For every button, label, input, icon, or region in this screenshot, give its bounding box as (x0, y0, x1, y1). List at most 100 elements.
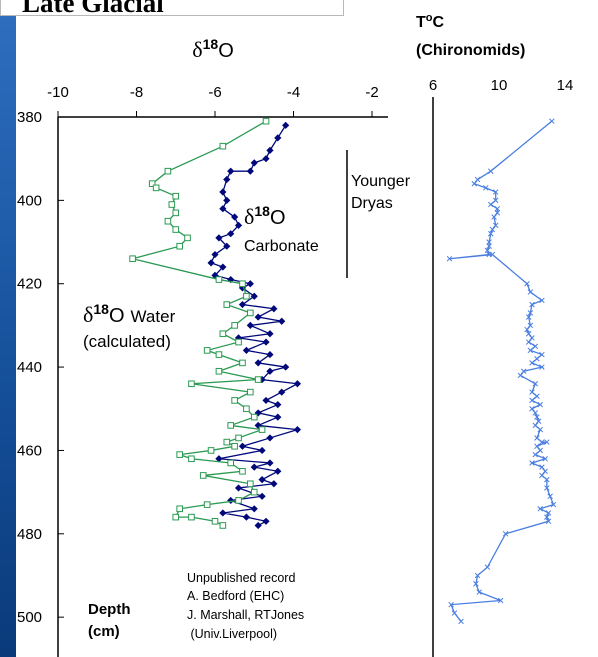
temperature-point (539, 439, 545, 445)
water-point (227, 422, 234, 429)
temperature-point (492, 222, 499, 229)
water-point (215, 276, 223, 283)
carbonate-point (262, 396, 270, 405)
carbonate-point (231, 213, 239, 221)
water-point (172, 226, 180, 233)
carbonate-point (211, 271, 219, 279)
carbonate-point (227, 230, 235, 238)
carbonate-point (223, 175, 231, 184)
chart2-axes: 6 10 14 (429, 77, 573, 657)
temperature-point (542, 456, 548, 462)
temperature-point (534, 414, 540, 420)
chart2-series-line-0 (449, 120, 555, 622)
water-point (235, 338, 242, 346)
water-point (207, 447, 215, 454)
younger-dryas-line2: Dryas (351, 195, 393, 212)
temperature-point (544, 439, 550, 445)
temperature-point (486, 239, 492, 245)
temperature-point (525, 314, 532, 320)
temperature-point (492, 189, 499, 195)
younger-dryas-line1: Younger (351, 173, 411, 190)
temperature-point (529, 406, 535, 412)
water-point (239, 280, 246, 288)
water-point (188, 513, 195, 521)
chart1-x-tick-label: -10 (47, 84, 69, 101)
water-point (164, 167, 172, 175)
carbonate-point (282, 363, 290, 371)
water-label-line2: (calculated) (83, 332, 171, 351)
temperature-point (544, 476, 550, 483)
temperature-point (542, 468, 548, 475)
temperature-point (446, 255, 453, 262)
carbonate-point (219, 205, 227, 213)
water-point (231, 397, 238, 404)
temperature-point (544, 485, 550, 491)
temperature-point (491, 214, 497, 220)
carbonate-point (254, 359, 262, 367)
carbonate-point (274, 467, 282, 475)
water-point (258, 426, 266, 433)
carbonate-point (250, 159, 258, 167)
carbonate-point (242, 346, 250, 355)
temperature-point (537, 506, 544, 512)
carbonate-label-letter: O (270, 207, 286, 229)
carbonate-point (238, 300, 247, 309)
temperature-point (474, 176, 481, 183)
chart1-y-tick-label: 400 (17, 192, 42, 209)
carbonate-point (219, 188, 227, 196)
water-point (247, 480, 254, 488)
carbonate-point (274, 134, 282, 142)
carbonate-point (278, 317, 286, 325)
temperature-point (532, 422, 539, 429)
water-point (188, 380, 195, 388)
temperature-point (534, 355, 540, 362)
temperature-point (492, 197, 499, 204)
carbonate-point (266, 350, 274, 359)
credit-line4: (Univ.Liverpool) (187, 627, 277, 641)
temperature-point (529, 335, 535, 341)
temperature-point (471, 180, 478, 187)
carbonate-point (266, 434, 274, 442)
credit-line2: A. Bedford (EHC) (187, 589, 284, 603)
temperature-point (448, 601, 454, 608)
water-point (168, 201, 176, 208)
water-point (247, 309, 254, 317)
water-point (254, 376, 262, 383)
water-point (176, 505, 183, 513)
water-point (223, 438, 231, 446)
chart1-x-tick-label: -6 (208, 84, 221, 101)
temperature-point (539, 364, 545, 370)
water-point (129, 255, 136, 263)
chart2-x-tick-label: 10 (491, 77, 508, 94)
temperature-point (532, 343, 539, 349)
chart2-series (446, 118, 557, 625)
water-label-letter: O (109, 305, 125, 327)
temperature-point (532, 380, 539, 387)
carbonate-point (223, 242, 231, 250)
carbonate-point (246, 280, 254, 288)
chart1-y-tick-label: 500 (17, 609, 42, 626)
water-point (172, 192, 180, 200)
carbonate-point (266, 367, 274, 375)
temperature-point (489, 251, 496, 258)
temperature-point (486, 243, 492, 249)
temperature-point (487, 201, 494, 208)
title-box (0, 0, 344, 16)
carbonate-point (258, 476, 266, 484)
chart2-subtitle: (Chironomids) (416, 42, 525, 59)
carbonate-point (223, 196, 231, 204)
credit-line1: Unpublished record (187, 571, 295, 585)
temperature-point (527, 347, 534, 354)
temperature-point (544, 514, 550, 520)
temperature-point (494, 210, 501, 216)
carbonate-label-sup: 18 (254, 203, 270, 219)
temperature-point (529, 301, 535, 308)
temperature-point (489, 226, 496, 233)
chart2-title-c: C (433, 14, 445, 31)
chart1-x-tick-label: -2 (365, 84, 378, 101)
chart2-title-deg: o (426, 12, 433, 24)
water-point (247, 388, 254, 396)
temperature-point (502, 531, 509, 537)
water-point (176, 451, 183, 458)
chart1-x-tick-label: -8 (130, 84, 143, 101)
